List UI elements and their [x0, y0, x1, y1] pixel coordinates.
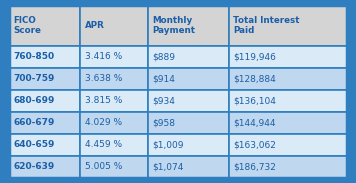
Text: 3.638 %: 3.638 %: [85, 74, 122, 83]
Text: 660-679: 660-679: [14, 118, 55, 127]
Text: $144,944: $144,944: [234, 118, 276, 127]
Text: $934: $934: [152, 96, 175, 105]
Text: 760-850: 760-850: [14, 52, 55, 61]
Text: 640-659: 640-659: [14, 140, 55, 149]
Bar: [147, 156, 229, 178]
Text: APR: APR: [85, 21, 104, 30]
Bar: [147, 134, 229, 156]
Bar: [229, 112, 347, 134]
Text: $1,074: $1,074: [152, 162, 184, 171]
Bar: [229, 134, 347, 156]
Text: 3.815 %: 3.815 %: [85, 96, 122, 105]
Bar: [9, 134, 80, 156]
Bar: [9, 5, 80, 46]
Bar: [147, 46, 229, 68]
Bar: [80, 156, 148, 178]
Bar: [147, 68, 229, 90]
Bar: [80, 46, 148, 68]
Text: 4.459 %: 4.459 %: [85, 140, 122, 149]
Bar: [9, 90, 80, 112]
Text: $186,732: $186,732: [234, 162, 276, 171]
Bar: [229, 5, 347, 46]
Bar: [229, 68, 347, 90]
Text: 4.029 %: 4.029 %: [85, 118, 122, 127]
Bar: [80, 5, 148, 46]
Text: $889: $889: [152, 52, 175, 61]
Text: $1,009: $1,009: [152, 140, 184, 149]
Bar: [229, 90, 347, 112]
Text: 620-639: 620-639: [14, 162, 55, 171]
Text: 5.005 %: 5.005 %: [85, 162, 122, 171]
Text: Total Interest
Paid: Total Interest Paid: [234, 16, 300, 35]
Text: $128,884: $128,884: [234, 74, 276, 83]
Bar: [9, 46, 80, 68]
Bar: [147, 112, 229, 134]
Bar: [80, 112, 148, 134]
Text: $136,104: $136,104: [234, 96, 276, 105]
Bar: [80, 134, 148, 156]
Text: 3.416 %: 3.416 %: [85, 52, 122, 61]
Text: $914: $914: [152, 74, 175, 83]
Bar: [229, 156, 347, 178]
Text: $163,062: $163,062: [234, 140, 276, 149]
Text: $958: $958: [152, 118, 175, 127]
Text: $119,946: $119,946: [234, 52, 276, 61]
Text: 680-699: 680-699: [14, 96, 55, 105]
Bar: [9, 156, 80, 178]
Text: FICO
Score: FICO Score: [14, 16, 41, 35]
Bar: [9, 112, 80, 134]
Bar: [147, 5, 229, 46]
Bar: [147, 90, 229, 112]
Bar: [9, 68, 80, 90]
Text: Monthly
Payment: Monthly Payment: [152, 16, 195, 35]
Bar: [80, 68, 148, 90]
Bar: [80, 90, 148, 112]
Text: 700-759: 700-759: [14, 74, 55, 83]
Bar: [229, 46, 347, 68]
